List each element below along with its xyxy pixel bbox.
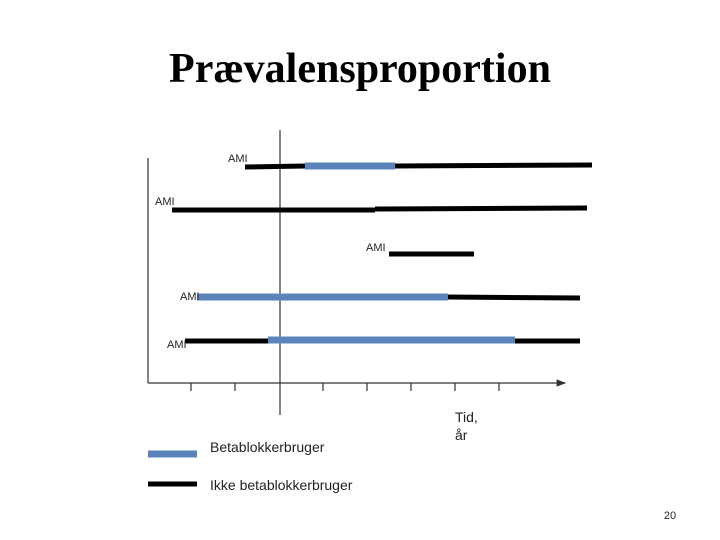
row-label: AMI — [155, 196, 175, 208]
title: Prævalensproportion — [169, 46, 551, 92]
row-label: AMI — [180, 291, 200, 303]
page-number: 20 — [664, 510, 676, 522]
axes — [147, 130, 567, 415]
row-label: AMI — [228, 153, 248, 165]
axis-label: Tid, — [455, 409, 478, 425]
row-label: AMI — [167, 339, 187, 351]
legend-label: Betablokkerbruger — [210, 439, 325, 455]
axis-label: år — [455, 427, 468, 443]
legend-label: Ikke betablokkerbruger — [210, 477, 353, 493]
timelines — [172, 162, 593, 344]
row-label: AMI — [366, 242, 386, 254]
